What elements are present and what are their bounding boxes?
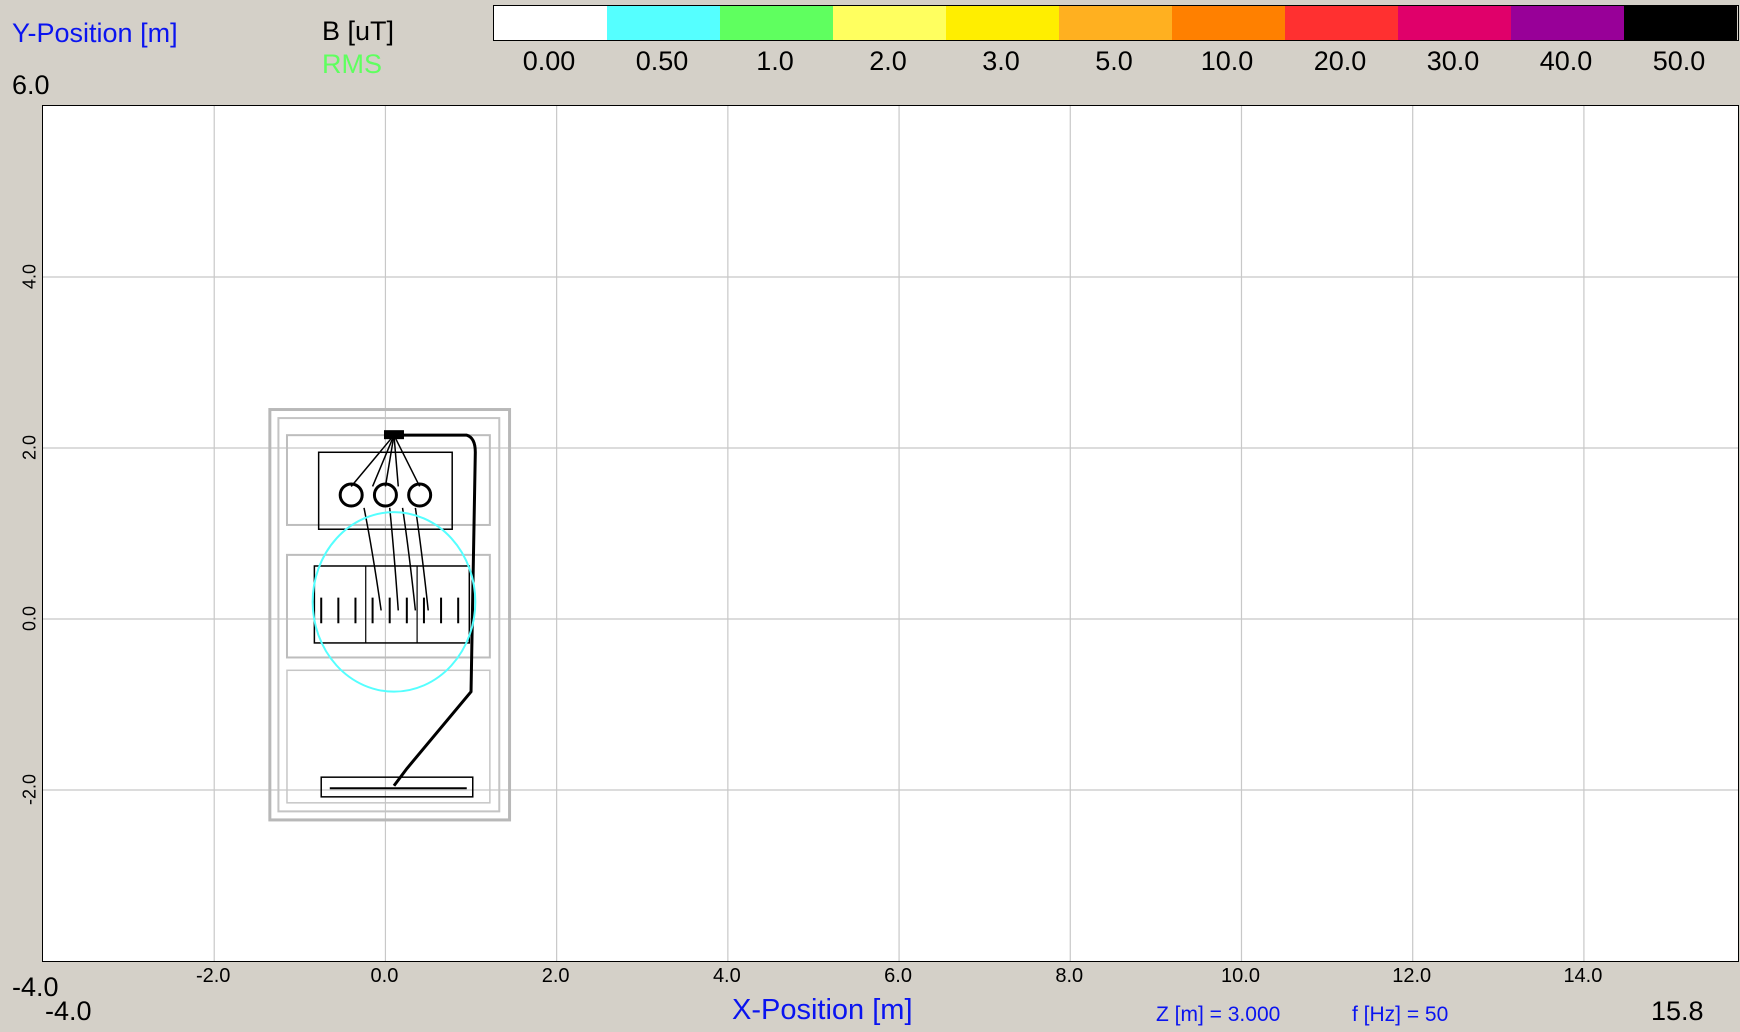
transformer-box (317, 451, 453, 530)
legend-label: 1.0 (756, 46, 794, 76)
legend-swatch (833, 5, 946, 41)
legend-label: 30.0 (1426, 46, 1480, 76)
y-min-label: -4.0 (12, 972, 59, 1002)
cable-line (393, 434, 421, 487)
field-plot (43, 106, 1738, 961)
y-tick-label: 4.0 (19, 263, 40, 290)
legend-label: 20.0 (1313, 46, 1367, 76)
cable-line (388, 507, 400, 611)
legend-swatch (946, 5, 1059, 41)
legend-label: 2.0 (869, 46, 907, 76)
x-axis-title: X-Position [m] (732, 994, 913, 1026)
mode-label: RMS (322, 49, 382, 79)
legend-label: 10.0 (1200, 46, 1254, 76)
x-tick-label: 14.0 (1563, 965, 1603, 987)
x-max-label: 15.8 (1651, 996, 1704, 1026)
building-outline (268, 408, 512, 822)
legend-swatch (1285, 5, 1398, 41)
legend-label: 0.50 (635, 46, 689, 76)
cable-line (393, 435, 400, 487)
legend-swatch (1398, 5, 1511, 41)
bushing-circle (407, 482, 433, 508)
x-tick-label: 6.0 (884, 965, 912, 987)
legend-swatch (494, 5, 607, 41)
main-cable-route (392, 433, 477, 787)
legend-label: 5.0 (1095, 46, 1133, 76)
legend-swatch (720, 5, 833, 41)
y-tick-label: 2.0 (19, 434, 40, 461)
legend-label: 3.0 (982, 46, 1020, 76)
building-inner-wall (277, 417, 501, 813)
y-axis-title: Y-Position [m] (12, 18, 178, 48)
cable-line (371, 434, 395, 487)
x-tick-label: 12.0 (1392, 965, 1432, 987)
legend-swatch (1172, 5, 1285, 41)
legend-label: 40.0 (1539, 46, 1593, 76)
cable-line (350, 434, 395, 487)
legend-swatch (1511, 5, 1624, 41)
x-tick-label: 4.0 (712, 965, 741, 987)
switchgear-box (313, 565, 471, 644)
legend-swatch (607, 5, 720, 41)
y-tick-label: 0.0 (19, 605, 40, 632)
x-tick-label: 8.0 (1055, 965, 1084, 987)
legend-label: 0.00 (522, 46, 576, 76)
y-max-label: 6.0 (12, 70, 50, 100)
field-contour (311, 511, 477, 693)
x-tick-label: 10.0 (1221, 965, 1260, 987)
room-switchgear (285, 553, 491, 659)
room-lv (286, 669, 491, 804)
y-tick-label: -2.0 (19, 773, 40, 806)
x-tick-label: -2.0 (195, 965, 231, 987)
f-info: f [Hz] = 50 (1352, 1003, 1449, 1026)
plot-area[interactable] (42, 105, 1739, 962)
cable-line (363, 507, 382, 611)
z-info: Z [m] = 3.000 (1156, 1003, 1281, 1026)
x-tick-label: 0.0 (370, 965, 399, 987)
x-min-label: -4.0 (45, 996, 92, 1026)
x-tick-label: 2.0 (541, 965, 570, 987)
quantity-label: B [uT] (322, 16, 395, 46)
legend-swatch (1624, 5, 1737, 41)
lv-board (320, 776, 474, 798)
cable-line (384, 435, 395, 487)
cable-line (401, 507, 417, 611)
legend-frame (493, 5, 1739, 41)
bushing-circle (338, 482, 364, 508)
cable-line (414, 507, 429, 611)
legend-swatch (1059, 5, 1172, 41)
legend-label: 50.0 (1652, 46, 1706, 76)
